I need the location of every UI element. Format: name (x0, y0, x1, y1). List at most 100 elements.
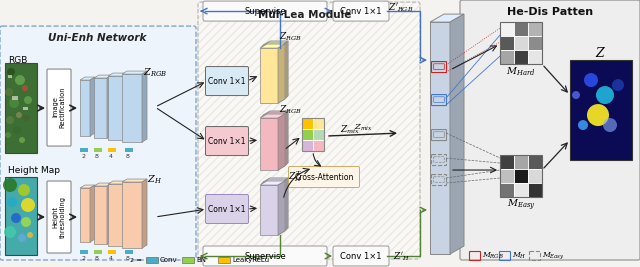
Bar (514, 22, 528, 36)
Bar (108, 250, 116, 254)
Text: $Z_{H}$: $Z_{H}$ (147, 174, 163, 186)
Bar (313, 140, 324, 151)
Polygon shape (261, 43, 286, 47)
Polygon shape (262, 42, 287, 46)
Polygon shape (280, 179, 287, 233)
Text: Height Map: Height Map (8, 166, 60, 175)
Bar (108, 148, 116, 152)
Bar (514, 183, 528, 197)
Text: $Z$: $Z$ (595, 46, 607, 60)
Polygon shape (122, 182, 142, 248)
Circle shape (19, 137, 25, 143)
Text: 2: 2 (130, 257, 134, 262)
Text: 4: 4 (109, 154, 113, 159)
Bar (12, 96, 18, 100)
Polygon shape (107, 75, 112, 138)
Text: 2: 2 (81, 154, 85, 159)
Polygon shape (281, 178, 288, 232)
Bar (23, 107, 28, 110)
Circle shape (6, 116, 14, 124)
FancyBboxPatch shape (198, 2, 420, 259)
Bar (514, 169, 528, 183)
Polygon shape (260, 44, 285, 48)
Polygon shape (90, 185, 95, 242)
FancyBboxPatch shape (47, 69, 71, 146)
Bar (514, 50, 528, 64)
FancyBboxPatch shape (203, 1, 327, 21)
Bar (125, 148, 133, 152)
Polygon shape (122, 74, 142, 142)
Bar (80, 250, 88, 254)
Circle shape (23, 115, 29, 121)
FancyBboxPatch shape (333, 1, 389, 21)
Polygon shape (263, 182, 281, 232)
Bar (313, 118, 324, 129)
Polygon shape (142, 179, 147, 248)
Circle shape (596, 86, 614, 104)
Circle shape (584, 73, 598, 87)
Circle shape (16, 112, 22, 118)
Polygon shape (262, 116, 280, 168)
Polygon shape (124, 181, 129, 246)
Text: Conv: Conv (160, 257, 178, 263)
Polygon shape (278, 114, 285, 170)
FancyBboxPatch shape (333, 246, 389, 266)
Bar (8, 75, 12, 78)
Polygon shape (142, 71, 147, 142)
Circle shape (15, 75, 25, 85)
Text: 2: 2 (81, 256, 85, 261)
Polygon shape (94, 183, 112, 186)
Text: Height
thresholding: Height thresholding (52, 196, 66, 238)
Polygon shape (263, 41, 288, 45)
Bar (5, 63, 37, 153)
Polygon shape (260, 48, 278, 103)
Bar (500, 169, 514, 183)
Polygon shape (281, 111, 288, 167)
Circle shape (5, 88, 13, 96)
Polygon shape (450, 14, 464, 254)
Bar (302, 129, 313, 140)
Text: $M_{Easy}$: $M_{Easy}$ (507, 198, 535, 213)
Text: $M_{Hard}$: $M_{Hard}$ (506, 66, 536, 78)
Bar (528, 50, 542, 64)
Polygon shape (281, 41, 288, 100)
Circle shape (21, 198, 35, 212)
Text: Supervise: Supervise (244, 7, 286, 15)
Text: Cross-Attention: Cross-Attention (294, 172, 354, 182)
Text: $Z_{RGB}$: $Z_{RGB}$ (143, 67, 167, 79)
Polygon shape (260, 114, 285, 118)
Text: 8: 8 (126, 154, 130, 159)
Text: Conv 1×1: Conv 1×1 (208, 136, 246, 146)
Polygon shape (80, 185, 95, 188)
Bar (500, 36, 514, 50)
Text: 8: 8 (126, 256, 130, 261)
Polygon shape (124, 73, 129, 140)
Text: $M_{RGB}$: $M_{RGB}$ (482, 251, 504, 261)
Text: $Z'_{RGB}$: $Z'_{RGB}$ (388, 2, 413, 14)
Polygon shape (261, 117, 279, 169)
Polygon shape (278, 181, 285, 235)
Circle shape (4, 226, 16, 238)
Bar (94, 250, 102, 254)
Bar (528, 22, 542, 36)
Polygon shape (261, 47, 279, 102)
Polygon shape (280, 112, 287, 168)
Text: $Z_{H}^{T}$: $Z_{H}^{T}$ (288, 170, 302, 184)
Text: 4: 4 (109, 256, 113, 261)
Polygon shape (108, 181, 129, 184)
Polygon shape (94, 186, 107, 244)
Bar (514, 36, 528, 50)
Polygon shape (263, 178, 288, 182)
Polygon shape (261, 184, 279, 234)
FancyBboxPatch shape (460, 0, 640, 260)
Text: Mul-Lea Module: Mul-Lea Module (258, 10, 351, 20)
Polygon shape (80, 77, 95, 80)
Bar (528, 155, 542, 169)
Bar (218, 257, 230, 263)
Bar (94, 148, 102, 152)
Circle shape (21, 217, 31, 227)
Polygon shape (260, 181, 285, 185)
Circle shape (7, 68, 15, 76)
Circle shape (11, 213, 21, 223)
Text: $Z_{mix}$: $Z_{mix}$ (340, 124, 360, 136)
